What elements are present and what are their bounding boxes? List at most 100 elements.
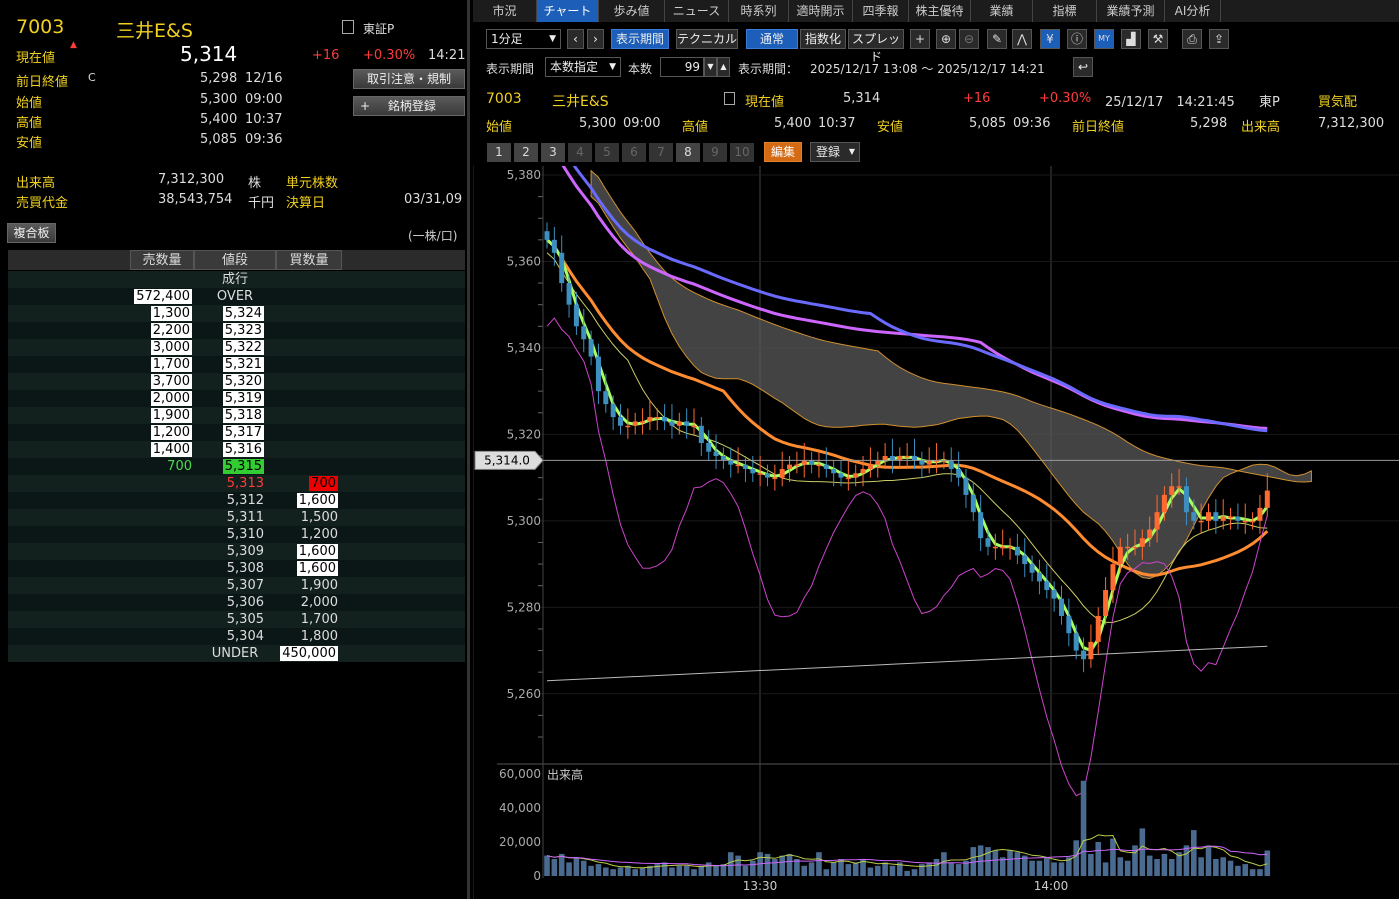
volume-bar[interactable] [1264,850,1271,877]
board-row[interactable]: 572,400 OVER [8,288,465,305]
volume-bar[interactable] [1051,862,1057,876]
candle-body[interactable] [963,477,969,495]
candle-body[interactable] [573,304,579,327]
period-select[interactable]: 1分足 ▼ [486,29,561,49]
candle-body[interactable] [603,391,609,405]
volume-bar[interactable] [801,865,808,876]
candle-body[interactable] [875,460,881,465]
board-row[interactable]: 1,300 5,324 [8,305,465,322]
normal-button[interactable]: 通常 [746,29,798,49]
edit-button[interactable]: 編集 [764,142,802,162]
candle-body[interactable] [956,468,962,478]
volume-bar[interactable] [1146,855,1153,876]
candle-body[interactable] [720,456,726,461]
candle-body[interactable] [882,456,888,461]
tab-11[interactable]: AI分析 [1165,0,1221,22]
indicator-slot-button[interactable]: 9 [703,143,727,162]
candle-body[interactable] [1191,512,1197,521]
candle-body[interactable] [1036,572,1042,582]
candle-body[interactable] [867,464,873,469]
candle-body[interactable] [625,425,631,428]
volume-bar[interactable] [544,855,550,876]
candle-body[interactable] [1088,641,1094,660]
candle-body[interactable] [1198,520,1204,523]
line-chart-icon[interactable]: ⋀ [1012,29,1032,49]
zoom-out-icon[interactable]: ⊖ [959,29,979,49]
wrench-icon[interactable]: ⚒ [1148,29,1168,49]
volume-bar[interactable] [1154,859,1160,876]
board-row[interactable]: 5,310 1,200 [8,526,465,543]
board-row[interactable]: 2,200 5,323 [8,322,465,339]
volume-bar[interactable] [838,859,844,876]
volume-bar[interactable] [919,864,925,876]
candle-body[interactable] [823,464,829,469]
tab-1[interactable]: チャート [537,0,599,22]
candle-body[interactable] [684,421,690,426]
price-chart[interactable]: 5,380 5,360 5,340 5,320 5,300 5,280 5,260 5,314… [473,166,1399,899]
register-button[interactable]: 登録 ▼ [810,142,860,162]
document-icon[interactable] [724,92,735,105]
volume-bar[interactable] [1257,869,1263,876]
tab-4[interactable]: 時系列 [729,0,789,22]
volume-bar[interactable] [683,865,690,876]
candle-body[interactable] [1095,615,1101,642]
candle-body[interactable] [794,464,800,467]
volume-bar[interactable] [1249,869,1256,876]
volume-bar[interactable] [911,869,918,876]
candle-body[interactable] [706,443,712,452]
volume-bar[interactable] [551,859,558,876]
board-row[interactable]: 5,313 700 [8,475,465,492]
candle-body[interactable] [632,421,638,426]
board-row[interactable]: 1,400 5,316 [8,441,465,458]
volume-bar[interactable] [713,865,719,876]
candle-body[interactable] [742,464,748,469]
trade-notice-button[interactable]: 取引注意・規制 [353,69,465,89]
volume-bar[interactable] [1021,855,1028,876]
volume-bar[interactable] [882,862,888,876]
indicator-slot-button[interactable]: 4 [568,143,592,162]
candle-body[interactable] [1220,516,1226,521]
prev-arrow-button[interactable]: ‹ [567,29,584,49]
tab-2[interactable]: 歩み値 [599,0,665,22]
index-button[interactable]: 指数化 [800,29,846,49]
volume-bar[interactable] [830,862,837,876]
candle-body[interactable] [1147,529,1153,539]
indicator-slot-button[interactable]: 5 [595,143,619,162]
volume-bar[interactable] [750,860,756,876]
tab-9[interactable]: 指標 [1033,0,1097,22]
candle-body[interactable] [1257,507,1263,521]
candle-body[interactable] [757,473,763,475]
candle-body[interactable] [801,460,807,465]
technical-button[interactable]: テクニカル [676,29,738,49]
volume-bar[interactable] [1014,852,1021,876]
volume-bar[interactable] [573,857,580,876]
volume-bar[interactable] [786,853,793,876]
candle-body[interactable] [1206,512,1211,521]
candle-body[interactable] [897,456,903,461]
volume-bar[interactable] [742,865,749,876]
board-row[interactable]: UNDER 450,000 [8,645,465,662]
volume-bar[interactable] [867,867,874,877]
volume-bar[interactable] [1102,862,1109,876]
count-input[interactable] [660,57,704,77]
board-row[interactable]: 1,200 5,317 [8,424,465,441]
candle-body[interactable] [831,468,837,474]
candle-body[interactable] [845,477,851,480]
candle-body[interactable] [889,456,895,461]
candle-body[interactable] [1250,520,1256,523]
volume-bar[interactable] [580,860,587,876]
volume-bar[interactable] [676,865,683,876]
volume-bar[interactable] [772,859,778,876]
candle-body[interactable] [1169,486,1175,495]
volume-bar[interactable] [904,870,910,876]
candle-body[interactable] [1029,564,1035,573]
display-period-button[interactable]: 表示期間 [611,29,669,49]
candle-body[interactable] [809,460,815,465]
board-row[interactable]: 5,307 1,900 [8,577,465,594]
candle-body[interactable] [654,417,660,419]
candle-body[interactable] [1139,538,1145,547]
export-icon[interactable]: ⇪ [1209,29,1229,49]
volume-bar[interactable] [691,869,697,876]
volume-bar[interactable] [1088,853,1094,876]
board-row[interactable]: 2,000 5,319 [8,390,465,407]
